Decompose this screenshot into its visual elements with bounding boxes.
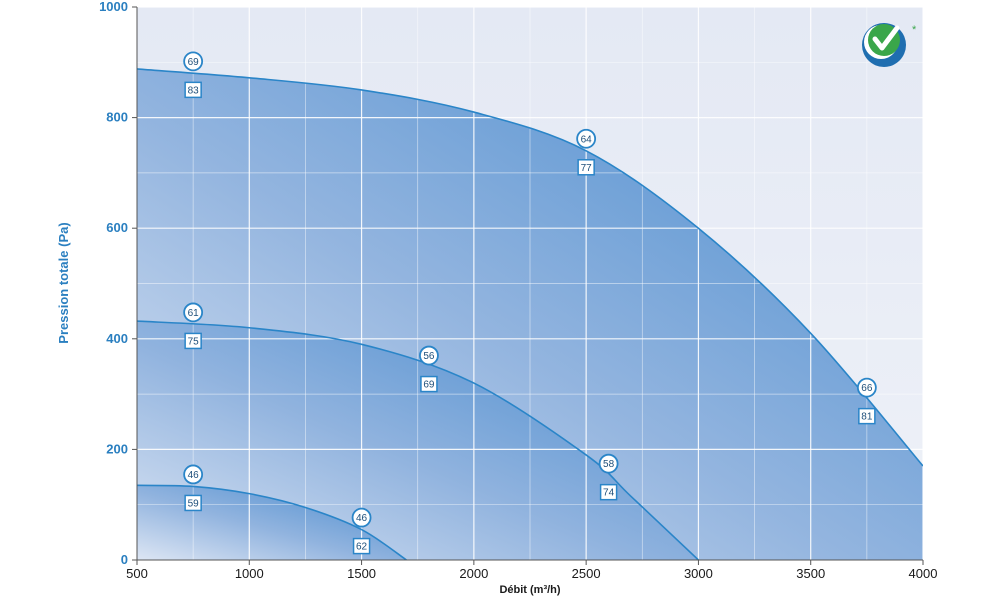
curve-annotation: 56 69 [419, 345, 439, 393]
annotation-circle-value: 69 [188, 57, 200, 68]
grid-lines [137, 7, 923, 560]
y-tick-label: 200 [106, 441, 128, 456]
annotation-circle-value: 66 [861, 383, 873, 394]
annotation-circle [183, 51, 204, 72]
x-tick-label: 500 [126, 566, 148, 581]
annotation-square-value: 62 [356, 542, 368, 553]
curve-annotation: 66 81 [856, 377, 877, 425]
y-tick-label: 0 [121, 552, 128, 567]
annotation-square [577, 159, 595, 176]
curve-annotation: 69 83 [183, 51, 204, 99]
annotation-square-value: 69 [423, 380, 435, 391]
series-2-line [137, 320, 699, 560]
curve-annotation: 46 62 [351, 507, 372, 555]
x-tick-label: 3000 [684, 566, 713, 581]
annotation-square [184, 81, 202, 99]
x-tick-label: 1500 [347, 566, 376, 581]
annotation-square [420, 375, 438, 393]
x-tick-label: 2000 [459, 566, 488, 581]
curve-annotation: 46 59 [183, 464, 204, 512]
annotation-square-value: 81 [861, 412, 873, 423]
annotation-square-value: 77 [581, 163, 593, 174]
logo-asterisk: * [912, 24, 917, 36]
series-3-line [137, 484, 407, 560]
annotation-circle [419, 345, 439, 366]
y-tick-label: 600 [106, 220, 128, 235]
x-tick-label: 2500 [572, 566, 601, 581]
x-tick-label: 3500 [796, 566, 825, 581]
curve-annotation: 61 75 [183, 302, 204, 350]
annotation-circle-value: 61 [188, 308, 200, 319]
curve-lines [137, 68, 923, 560]
annotation-circle [598, 453, 619, 474]
y-axis-title: Pression totale (Pa) [56, 222, 71, 343]
series-3-area [137, 485, 407, 560]
annotations: 69 83 64 77 66 81 61 75 56 69 58 74 46 59 46 62 [183, 51, 877, 555]
annotation-square [184, 332, 202, 350]
curve-annotation: 64 77 [576, 128, 597, 176]
annotation-circle-value: 58 [603, 459, 615, 470]
axes: 0 200 400 600 800 1000 500 1000 1500 2000 2500 3000… [99, 0, 937, 581]
annotation-square [858, 407, 876, 425]
annotation-circle-value: 46 [188, 470, 200, 481]
annotation-square [599, 483, 618, 501]
series-1-line [137, 68, 923, 467]
annotation-circle [576, 128, 597, 149]
x-tick-label: 4000 [909, 566, 938, 581]
curve-annotation: 58 74 [598, 453, 619, 501]
annotation-circle [183, 302, 204, 323]
annotation-square-value: 59 [188, 498, 200, 509]
green-check-badge-icon: * [862, 23, 917, 67]
annotation-circle [183, 464, 204, 485]
annotation-circle-value: 64 [581, 134, 593, 145]
annotation-square-value: 83 [188, 85, 200, 96]
y-tick-label: 1000 [99, 0, 128, 14]
y-tick-label: 800 [106, 110, 128, 125]
annotation-circle-value: 56 [423, 351, 435, 362]
annotation-square-value: 75 [188, 336, 200, 347]
annotation-circle [351, 507, 372, 528]
x-axis-title: Débit (m³/h) [499, 584, 560, 596]
x-tick-label: 1000 [235, 566, 264, 581]
annotation-square [352, 537, 371, 555]
annotation-circle-value: 46 [356, 513, 368, 524]
annotation-circle [856, 377, 877, 398]
annotation-square [184, 494, 202, 512]
annotation-square-value: 74 [603, 488, 615, 499]
y-tick-label: 400 [106, 331, 128, 346]
